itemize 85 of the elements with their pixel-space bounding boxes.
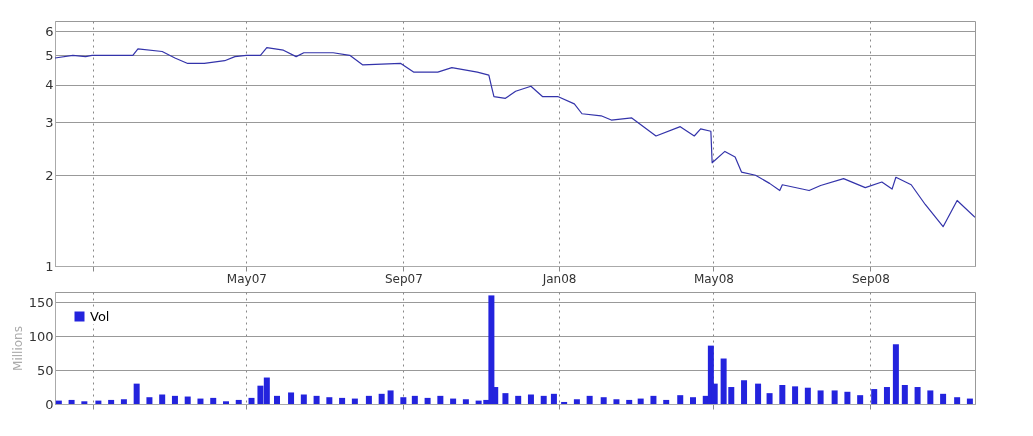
bar xyxy=(502,393,509,404)
bar xyxy=(954,397,961,404)
bar xyxy=(927,390,934,404)
bar xyxy=(690,397,696,404)
bar xyxy=(339,397,346,404)
bar xyxy=(857,395,864,404)
bar xyxy=(68,399,75,404)
bar xyxy=(235,399,242,404)
bar xyxy=(561,401,568,404)
bar xyxy=(437,395,444,404)
bar xyxy=(365,395,372,404)
bar xyxy=(940,393,947,404)
bar xyxy=(914,387,921,404)
bar xyxy=(108,399,115,404)
bar xyxy=(222,401,229,404)
bar xyxy=(663,399,670,404)
y-tick-label: 2 xyxy=(45,167,54,183)
bar xyxy=(450,398,457,404)
bar xyxy=(626,399,633,404)
bar xyxy=(424,397,431,404)
bar xyxy=(300,394,307,404)
y-tick-label: 4 xyxy=(45,77,54,93)
x-tick-label: Jan08 xyxy=(541,271,577,286)
bar xyxy=(844,391,851,404)
bar xyxy=(515,395,522,404)
y-axis-title: Millions xyxy=(10,326,25,371)
bar xyxy=(95,400,102,404)
bar xyxy=(600,397,607,404)
bar xyxy=(804,387,811,404)
bar xyxy=(351,398,358,404)
bar xyxy=(550,393,557,404)
y-tick-label: 3 xyxy=(45,114,54,130)
bar xyxy=(184,396,191,404)
bar xyxy=(210,397,217,404)
bar xyxy=(313,395,320,404)
bar xyxy=(387,390,394,404)
bar xyxy=(540,395,547,404)
bar xyxy=(573,399,580,404)
bar xyxy=(159,394,166,404)
bar xyxy=(817,390,824,404)
y-tick-label: 5 xyxy=(45,47,54,63)
bar xyxy=(779,384,786,404)
bar xyxy=(966,398,973,404)
x-tick-label: Sep07 xyxy=(384,271,423,286)
bar xyxy=(171,395,178,404)
x-tick-label: Sep08 xyxy=(851,271,890,286)
bar xyxy=(901,384,908,404)
bar xyxy=(677,395,684,404)
bar xyxy=(650,395,657,404)
bar xyxy=(274,395,281,404)
bar xyxy=(586,395,593,404)
bar xyxy=(248,397,255,404)
bar xyxy=(766,393,773,404)
bar xyxy=(527,394,534,404)
bar xyxy=(462,399,469,404)
y-tick-label: 0 xyxy=(45,396,54,412)
bar xyxy=(400,397,407,404)
bar xyxy=(378,393,385,404)
bar xyxy=(871,389,878,404)
y-tick-label: 100 xyxy=(28,328,54,344)
line-series xyxy=(55,47,975,228)
x-tick-label: May07 xyxy=(226,271,267,286)
legend-label: Vol xyxy=(90,308,110,324)
bar xyxy=(326,397,333,404)
y-tick-label: 6 xyxy=(45,23,54,39)
bar xyxy=(120,399,127,404)
bar xyxy=(755,383,762,404)
bar xyxy=(613,399,620,404)
bar xyxy=(831,390,838,404)
bar xyxy=(55,400,62,404)
bar xyxy=(146,397,153,404)
bar xyxy=(883,387,890,404)
y-tick-label: 150 xyxy=(28,294,54,310)
bar xyxy=(197,398,204,404)
bar xyxy=(288,392,295,404)
bar xyxy=(637,398,644,404)
bar xyxy=(792,386,799,404)
y-tick-label: 50 xyxy=(36,362,54,378)
bar xyxy=(133,383,140,404)
bar xyxy=(741,380,748,404)
bar xyxy=(81,401,88,404)
y-tick-label: 1 xyxy=(45,258,54,274)
bar xyxy=(411,395,418,404)
bar xyxy=(892,344,899,404)
x-tick-label: May08 xyxy=(693,271,734,286)
